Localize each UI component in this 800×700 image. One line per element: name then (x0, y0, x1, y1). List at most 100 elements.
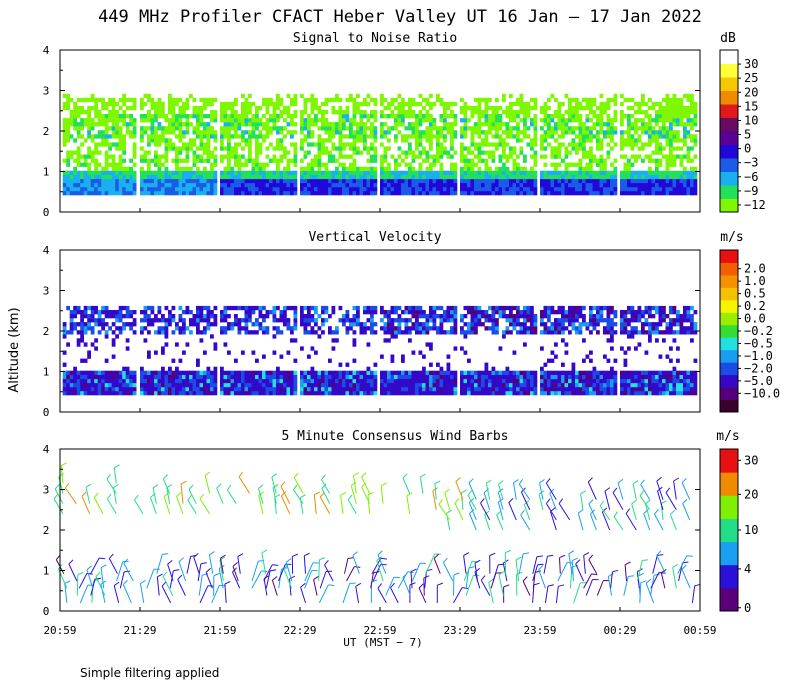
heatmap-cell (331, 374, 336, 380)
heatmap-cell (470, 378, 475, 384)
heatmap-cell (596, 105, 600, 111)
heatmap-cell (279, 191, 284, 196)
heatmap-cell (62, 378, 67, 384)
heatmap-cell (321, 191, 325, 196)
heatmap-cell (547, 314, 551, 319)
heatmap-cell (610, 305, 614, 311)
heatmap-cell (561, 322, 565, 327)
heatmap-cell (411, 322, 416, 327)
heatmap-cell (453, 310, 458, 315)
heatmap-cell (470, 178, 475, 184)
heatmap-cell (502, 142, 506, 147)
heatmap-cell (213, 305, 218, 311)
heatmap-cell (627, 142, 631, 147)
heatmap-cell (192, 114, 197, 119)
heatmap-cell (279, 310, 284, 315)
heatmap-cell (429, 170, 433, 175)
heatmap-cell (189, 182, 193, 188)
heatmap-cell (321, 174, 325, 180)
heatmap-cell (530, 330, 534, 335)
heatmap-cell (210, 150, 214, 155)
heatmap-cell (596, 174, 600, 180)
heatmap-cell (370, 326, 374, 331)
heatmap-cell (394, 370, 398, 375)
heatmap-cell (672, 114, 677, 119)
heatmap-cell (83, 310, 88, 315)
heatmap-cell (641, 142, 645, 147)
heatmap-cell (300, 158, 304, 163)
heatmap-cell (582, 186, 586, 192)
heatmap-cell (290, 101, 294, 107)
heatmap-cell (338, 391, 343, 396)
heatmap-cell (213, 146, 218, 151)
heatmap-cell (439, 101, 444, 107)
heatmap-cell (276, 374, 280, 380)
heatmap-cell (154, 150, 158, 155)
heatmap-cell (283, 150, 287, 155)
heatmap-cell (439, 326, 444, 331)
heatmap-cell (470, 314, 475, 319)
heatmap-cell (404, 154, 409, 159)
heatmap-cell (672, 186, 677, 192)
heatmap-cell (366, 374, 371, 380)
heatmap-cell (606, 318, 611, 323)
heatmap-cell (453, 166, 458, 171)
heatmap-cell (439, 191, 444, 196)
heatmap-cell (352, 142, 357, 147)
heatmap-cell (557, 150, 562, 155)
heatmap-cell (366, 326, 371, 331)
heatmap-cell (370, 310, 374, 315)
heatmap-cell (335, 158, 339, 163)
heatmap-cell (676, 138, 680, 143)
heatmap-cell (502, 146, 506, 151)
heatmap-cell (453, 318, 458, 323)
heatmap-cell (603, 182, 607, 188)
heatmap-cell (467, 186, 471, 192)
heatmap-cell (342, 162, 346, 167)
heatmap-cell (132, 391, 137, 396)
heatmap-cell (269, 382, 273, 388)
heatmap-cell (352, 305, 357, 311)
heatmap-cell (526, 182, 531, 188)
heatmap-cell (62, 191, 67, 196)
heatmap-cell (644, 191, 649, 196)
heatmap-cell (373, 322, 378, 327)
heatmap-cell (669, 158, 673, 163)
heatmap-cell (408, 391, 412, 396)
heatmap-cell (550, 378, 555, 384)
heatmap-cell (129, 314, 133, 319)
heatmap-cell (80, 310, 84, 315)
heatmap-cell (530, 326, 534, 331)
heatmap-cell (578, 374, 583, 380)
heatmap-cell (557, 370, 562, 375)
heatmap-cell (335, 178, 339, 184)
heatmap-cell (300, 382, 304, 388)
heatmap-cell (349, 154, 353, 159)
heatmap-cell (543, 391, 548, 396)
heatmap-cell (328, 150, 332, 155)
heatmap-cell (283, 154, 287, 159)
heatmap-cell (328, 358, 332, 363)
heatmap-cell (265, 122, 270, 127)
heatmap-cell (651, 170, 656, 175)
heatmap-cell (422, 105, 426, 111)
heatmap-cell (269, 170, 273, 175)
heatmap-cell (241, 110, 245, 115)
heatmap-cell (276, 114, 280, 119)
heatmap-cell (342, 318, 346, 323)
heatmap-cell (397, 101, 402, 107)
heatmap-cell (623, 174, 628, 180)
heatmap-cell (606, 386, 611, 392)
heatmap-cell (111, 191, 116, 196)
heatmap-cell (283, 391, 287, 396)
heatmap-cell (453, 370, 458, 375)
heatmap-cell (380, 386, 384, 392)
heatmap-cell (303, 150, 308, 155)
heatmap-cell (523, 154, 527, 159)
heatmap-cell (265, 191, 270, 196)
heatmap-cell (182, 370, 186, 375)
heatmap-cell (411, 114, 416, 119)
heatmap-cell (446, 122, 451, 127)
heatmap-cell (463, 334, 468, 339)
